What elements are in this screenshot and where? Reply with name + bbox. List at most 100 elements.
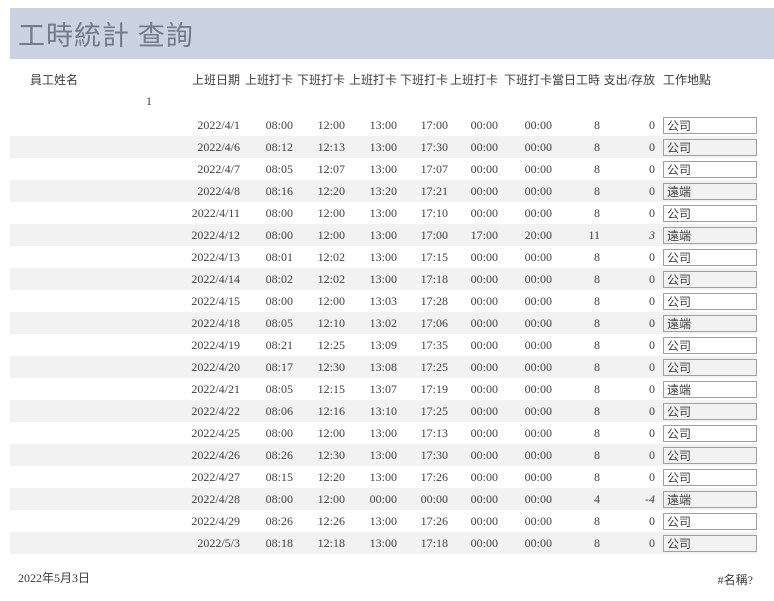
table-row: 2022/5/3 08:18 12:18 13:00 17:18 00:00 00:00 8 0 xyxy=(10,532,757,554)
clock-time-cell: 00:00 xyxy=(524,469,552,484)
clock-time-cell: 17:35 xyxy=(420,337,448,352)
clock-time-cell: 12:20 xyxy=(317,469,345,484)
clock-time-cell: 17:00 xyxy=(420,227,448,242)
table-row: 2022/4/29 08:26 12:26 13:00 17:26 00:00 00:00 8… xyxy=(10,510,757,532)
work-location-input[interactable] xyxy=(663,138,757,156)
table-row: 2022/4/21 08:05 12:15 13:07 17:19 00:00 00:00 8… xyxy=(10,378,757,400)
expense-storage-cell: 0 xyxy=(649,513,655,528)
expense-storage-cell: 0 xyxy=(649,161,655,176)
work-location-input[interactable] xyxy=(663,402,757,420)
work-location-input[interactable] xyxy=(663,116,757,134)
work-date-cell: 2022/4/7 xyxy=(197,161,240,176)
work-location-input[interactable] xyxy=(663,512,757,530)
clock-time-cell: 12:10 xyxy=(317,315,345,330)
work-location-input[interactable] xyxy=(663,182,757,200)
clock-time-cell: 12:15 xyxy=(317,381,345,396)
clock-time-cell: 17:26 xyxy=(420,513,448,528)
clock-time-cell: 00:00 xyxy=(524,315,552,330)
clock-time-cell: 08:00 xyxy=(265,491,293,506)
work-location-input[interactable] xyxy=(663,358,757,376)
work-location-input[interactable] xyxy=(663,424,757,442)
work-location-input[interactable] xyxy=(663,468,757,486)
work-location-input[interactable] xyxy=(663,292,757,310)
daily-hours-cell: 8 xyxy=(594,315,600,330)
clock-time-cell: 08:00 xyxy=(265,227,293,242)
clock-time-cell: 12:00 xyxy=(317,205,345,220)
expense-storage-cell: 0 xyxy=(649,315,655,330)
footer-name-error: #名稱? xyxy=(717,573,753,587)
work-location-input[interactable] xyxy=(663,314,757,332)
clock-time-cell: 00:00 xyxy=(470,469,498,484)
table-row: 2022/4/22 08:06 12:16 13:10 17:25 00:00 00:00 8… xyxy=(10,400,757,422)
expense-storage-cell: 0 xyxy=(649,447,655,462)
clock-time-cell: 17:13 xyxy=(420,425,448,440)
clock-time-cell: 12:30 xyxy=(317,447,345,462)
table-row: 2022/4/27 08:15 12:20 13:00 17:26 00:00 00:00 8… xyxy=(10,466,757,488)
work-date-cell: 2022/4/8 xyxy=(197,183,240,198)
clock-time-cell: 00:00 xyxy=(524,139,552,154)
work-location-input[interactable] xyxy=(663,204,757,222)
work-date-cell: 2022/4/19 xyxy=(191,337,240,352)
work-date-cell: 2022/4/26 xyxy=(191,447,240,462)
column-header-clock-out-1: 下班打卡 xyxy=(296,73,345,87)
daily-hours-cell: 8 xyxy=(594,403,600,418)
expense-storage-cell: 0 xyxy=(649,249,655,264)
work-location-input[interactable] xyxy=(663,248,757,266)
daily-hours-cell: 8 xyxy=(594,359,600,374)
work-location-input[interactable] xyxy=(663,226,757,244)
clock-time-cell: 13:02 xyxy=(369,315,397,330)
work-location-input[interactable] xyxy=(663,160,757,178)
clock-time-cell: 12:18 xyxy=(317,535,345,550)
clock-time-cell: 13:09 xyxy=(369,337,397,352)
table-row: 2022/4/1 08:00 12:00 13:00 17:00 00:00 00:00 8 0 xyxy=(10,114,757,136)
clock-time-cell: 12:13 xyxy=(317,139,345,154)
clock-time-cell: 17:25 xyxy=(420,403,448,418)
clock-time-cell: 00:00 xyxy=(470,205,498,220)
column-header-clock-out-2: 下班打卡 xyxy=(399,73,448,87)
work-location-input[interactable] xyxy=(663,336,757,354)
expense-storage-cell: 0 xyxy=(649,359,655,374)
clock-time-cell: 00:00 xyxy=(470,117,498,132)
expense-storage-cell: 0 xyxy=(649,139,655,154)
clock-time-cell: 13:00 xyxy=(369,513,397,528)
work-location-input[interactable] xyxy=(663,490,757,508)
work-date-cell: 2022/4/20 xyxy=(191,359,240,374)
employee-group-id: 1 xyxy=(146,94,152,108)
clock-time-cell: 00:00 xyxy=(470,337,498,352)
clock-time-cell: 00:00 xyxy=(524,403,552,418)
clock-time-cell: 13:00 xyxy=(369,271,397,286)
daily-hours-cell: 8 xyxy=(594,425,600,440)
clock-time-cell: 00:00 xyxy=(470,491,498,506)
work-location-input[interactable] xyxy=(663,534,757,552)
table-row: 2022/4/7 08:05 12:07 13:00 17:07 00:00 00:00 8 0 xyxy=(10,158,757,180)
table-row: 2022/4/14 08:02 12:02 13:00 17:18 00:00 00:00 8… xyxy=(10,268,757,290)
expense-storage-cell: 0 xyxy=(649,469,655,484)
daily-hours-cell: 4 xyxy=(594,491,600,506)
clock-time-cell: 00:00 xyxy=(470,249,498,264)
clock-time-cell: 13:10 xyxy=(369,403,397,418)
clock-time-cell: 12:26 xyxy=(317,513,345,528)
table-row: 2022/4/25 08:00 12:00 13:00 17:13 00:00 00:00 8… xyxy=(10,422,757,444)
table-header-row: 員工姓名 上班日期 上班打卡 下班打卡 上班打卡 下班打卡 上班打卡 下班打卡 … xyxy=(10,72,757,88)
clock-time-cell: 00:00 xyxy=(470,315,498,330)
clock-time-cell: 00:00 xyxy=(524,359,552,374)
clock-time-cell: 08:05 xyxy=(265,381,293,396)
clock-time-cell: 00:00 xyxy=(524,425,552,440)
clock-time-cell: 00:00 xyxy=(470,535,498,550)
clock-time-cell: 12:02 xyxy=(317,249,345,264)
work-location-input[interactable] xyxy=(663,446,757,464)
work-location-input[interactable] xyxy=(663,270,757,288)
clock-time-cell: 13:00 xyxy=(369,425,397,440)
clock-time-cell: 00:00 xyxy=(470,139,498,154)
clock-time-cell: 17:00 xyxy=(420,117,448,132)
daily-hours-cell: 8 xyxy=(594,447,600,462)
work-location-input[interactable] xyxy=(663,380,757,398)
clock-time-cell: 12:25 xyxy=(317,337,345,352)
column-header-employee-name: 員工姓名 xyxy=(30,73,79,87)
clock-time-cell: 17:30 xyxy=(420,139,448,154)
clock-time-cell: 13:08 xyxy=(369,359,397,374)
clock-time-cell: 08:01 xyxy=(265,249,293,264)
work-date-cell: 2022/4/14 xyxy=(191,271,240,286)
clock-time-cell: 08:17 xyxy=(265,359,293,374)
table-body: 2022/4/1 08:00 12:00 13:00 17:00 00:00 00:00 8 0… xyxy=(10,114,757,554)
